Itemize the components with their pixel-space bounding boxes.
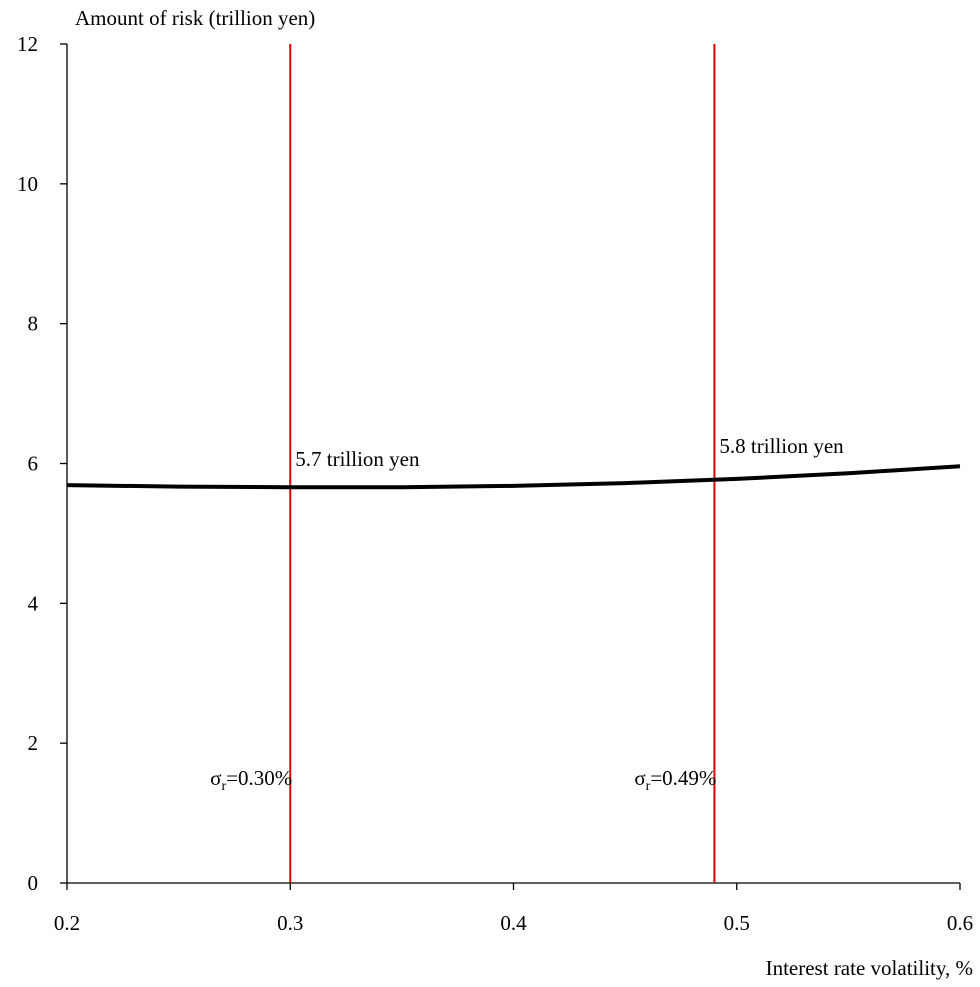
reference-text: =0.30% <box>226 766 292 790</box>
y-tick-label: 2 <box>28 731 39 755</box>
y-tick-label: 12 <box>17 32 38 56</box>
x-axis-title: Interest rate volatility, % <box>766 956 973 980</box>
y-tick-label: 0 <box>28 871 39 895</box>
y-axis-title: Amount of risk (trillion yen) <box>75 6 315 30</box>
value-label: 5.7 trillion yen <box>295 447 420 471</box>
reference-label: σr=0.49% <box>634 766 716 794</box>
x-tick-label: 0.2 <box>54 911 80 935</box>
x-tick-label: 0.5 <box>724 911 750 935</box>
y-tick-label: 4 <box>28 591 39 615</box>
value-label: 5.8 trillion yen <box>719 434 844 458</box>
reference-text: =0.49% <box>650 766 716 790</box>
x-tick-label: 0.6 <box>947 911 973 935</box>
sigma-subscript: r <box>221 779 226 794</box>
sigma-subscript: r <box>646 779 651 794</box>
y-tick-label: 8 <box>28 312 39 336</box>
y-tick-label: 10 <box>17 172 38 196</box>
reference-label: σr=0.30% <box>210 766 292 794</box>
data-line <box>66 464 961 490</box>
sigma-symbol: σ <box>634 766 645 790</box>
x-tick-label: 0.3 <box>277 911 303 935</box>
x-tick-label: 0.4 <box>500 911 527 935</box>
sigma-symbol: σ <box>210 766 221 790</box>
y-tick-label: 6 <box>28 452 39 476</box>
